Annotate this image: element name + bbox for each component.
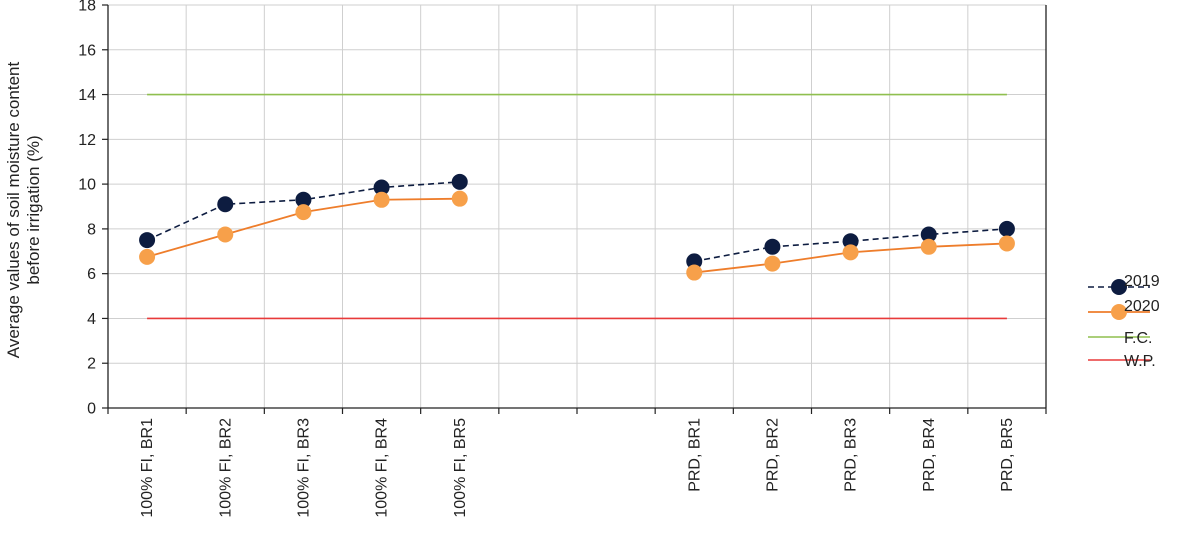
y-tick-label: 14 [78,87,96,104]
series-2020-point [217,226,234,243]
y-tick-label: 4 [87,311,96,328]
series-2020-point [998,235,1015,252]
y-tick-label: 6 [87,266,96,283]
x-tick-label: PRD, BR3 [843,418,860,492]
x-tick-label: PRD, BR5 [999,418,1016,492]
series-2019-point [998,220,1015,237]
series-2019-point [686,253,703,270]
series-2020-point [764,255,781,272]
legend-label: W.P. [1124,353,1156,370]
x-tick-label: PRD, BR1 [686,418,703,492]
x-tick-label: 100% FI, BR1 [139,418,156,518]
series-2020-point [295,204,312,221]
series-2020-point [842,244,859,261]
series-2019-point [139,232,156,249]
y-tick-label: 18 [78,0,96,15]
y-tick-label: 0 [87,401,96,418]
series-2020-point [451,190,468,207]
y-tick-label: 2 [87,356,96,373]
series-2019-point [217,196,234,213]
y-tick-label: 8 [87,221,96,238]
y-tick-label: 10 [78,177,96,194]
series-2019-point [451,173,468,190]
series-2019-point [764,238,781,255]
series-2019-point [920,226,937,243]
x-tick-label: 100% FI, BR2 [217,418,234,518]
legend-marker-2020 [1111,304,1127,320]
x-tick-label: 100% FI, BR4 [374,418,391,518]
x-tick-label: PRD, BR4 [921,418,938,492]
x-tick-label: 100% FI, BR3 [295,418,312,518]
series-2020-point [139,248,156,265]
series-2020-point [686,264,703,281]
y-axis-title: Average values of soil moisture content [4,62,23,359]
series-2019-point [295,191,312,208]
y-axis-title: before irrigation (%) [24,135,43,284]
y-tick-label: 12 [78,132,96,149]
x-tick-label: 100% FI, BR5 [452,418,469,518]
legend-marker-2019 [1111,279,1127,295]
series-2020-point [373,191,390,208]
legend-label: 2020 [1124,298,1160,315]
x-tick-label: PRD, BR2 [764,418,781,492]
legend-label: 2019 [1124,273,1160,290]
series-2019-point [373,179,390,196]
series-2019-point [842,233,859,250]
series-2019-line [694,228,1007,263]
series-2020-point [920,238,937,255]
legend-label: F.C. [1124,330,1152,347]
y-tick-label: 16 [78,42,96,59]
